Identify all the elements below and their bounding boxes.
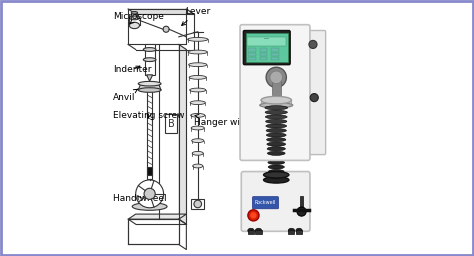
Circle shape xyxy=(297,207,306,216)
Polygon shape xyxy=(128,9,194,14)
Text: Elevating screw: Elevating screw xyxy=(113,111,184,120)
Ellipse shape xyxy=(267,142,286,146)
Ellipse shape xyxy=(288,228,295,233)
Ellipse shape xyxy=(129,22,139,29)
Ellipse shape xyxy=(192,151,203,155)
Bar xyxy=(296,230,302,234)
Circle shape xyxy=(248,210,259,221)
FancyBboxPatch shape xyxy=(253,197,279,209)
FancyBboxPatch shape xyxy=(305,30,326,155)
Polygon shape xyxy=(138,84,161,90)
Polygon shape xyxy=(128,214,186,219)
Bar xyxy=(247,37,286,46)
Ellipse shape xyxy=(265,106,288,110)
Ellipse shape xyxy=(193,164,203,168)
Polygon shape xyxy=(146,75,153,81)
Bar xyxy=(147,90,152,179)
Ellipse shape xyxy=(267,151,285,155)
Text: Lever: Lever xyxy=(182,7,210,25)
Ellipse shape xyxy=(268,169,284,174)
Circle shape xyxy=(136,180,164,208)
Ellipse shape xyxy=(191,113,205,117)
Ellipse shape xyxy=(267,138,286,142)
Bar xyxy=(300,196,303,211)
Circle shape xyxy=(250,212,257,219)
Ellipse shape xyxy=(189,63,207,67)
Bar xyxy=(145,45,155,75)
Polygon shape xyxy=(179,45,186,224)
Ellipse shape xyxy=(190,88,206,92)
Ellipse shape xyxy=(129,16,139,20)
Ellipse shape xyxy=(138,88,161,92)
Bar xyxy=(248,48,256,51)
Bar xyxy=(246,33,288,62)
Bar xyxy=(191,199,204,209)
Ellipse shape xyxy=(190,101,205,105)
Circle shape xyxy=(270,71,283,84)
Bar xyxy=(147,167,153,175)
Ellipse shape xyxy=(260,103,293,108)
Text: B: B xyxy=(168,119,174,129)
Circle shape xyxy=(194,200,201,208)
Text: Hand wheel: Hand wheel xyxy=(113,194,166,204)
Ellipse shape xyxy=(268,156,285,160)
Circle shape xyxy=(163,26,169,32)
Ellipse shape xyxy=(264,177,289,183)
Bar xyxy=(165,114,177,133)
Bar xyxy=(128,219,179,244)
Ellipse shape xyxy=(265,115,287,119)
Ellipse shape xyxy=(261,96,292,104)
Ellipse shape xyxy=(189,76,206,79)
Ellipse shape xyxy=(268,165,284,169)
Ellipse shape xyxy=(131,12,137,14)
Circle shape xyxy=(310,93,318,102)
Circle shape xyxy=(309,40,317,48)
Ellipse shape xyxy=(143,48,156,51)
Bar xyxy=(248,57,256,60)
Ellipse shape xyxy=(265,110,287,114)
Text: Microscope: Microscope xyxy=(113,12,164,24)
Ellipse shape xyxy=(143,58,156,61)
Ellipse shape xyxy=(266,133,286,137)
Ellipse shape xyxy=(296,228,302,233)
Ellipse shape xyxy=(264,172,289,178)
Bar xyxy=(271,52,279,56)
Bar xyxy=(288,230,294,234)
Bar xyxy=(260,48,267,51)
Bar xyxy=(271,48,279,51)
Circle shape xyxy=(266,67,286,88)
FancyBboxPatch shape xyxy=(243,30,290,65)
Ellipse shape xyxy=(191,139,204,143)
Bar xyxy=(261,99,292,105)
Text: Hanger with loads: Hanger with loads xyxy=(194,114,276,127)
FancyBboxPatch shape xyxy=(240,25,310,161)
Text: ---: --- xyxy=(264,36,270,41)
Bar xyxy=(272,77,281,95)
Bar xyxy=(248,230,254,234)
Text: Indenter: Indenter xyxy=(113,65,151,74)
Text: Anvil: Anvil xyxy=(113,89,138,102)
Bar xyxy=(260,52,267,56)
Ellipse shape xyxy=(138,81,161,86)
Ellipse shape xyxy=(188,50,207,54)
Ellipse shape xyxy=(266,129,286,133)
Ellipse shape xyxy=(191,126,204,130)
Ellipse shape xyxy=(255,228,262,233)
Bar xyxy=(271,57,279,60)
Ellipse shape xyxy=(269,174,284,178)
Bar xyxy=(260,57,267,60)
Ellipse shape xyxy=(268,161,284,164)
Ellipse shape xyxy=(132,203,167,210)
Ellipse shape xyxy=(188,37,208,41)
Ellipse shape xyxy=(266,124,287,128)
Bar xyxy=(248,52,256,56)
Text: Rockwell: Rockwell xyxy=(255,200,276,205)
Ellipse shape xyxy=(248,228,254,233)
Ellipse shape xyxy=(267,147,285,151)
Ellipse shape xyxy=(265,119,287,123)
FancyBboxPatch shape xyxy=(241,172,310,231)
Bar xyxy=(255,230,262,234)
Circle shape xyxy=(144,188,155,199)
Polygon shape xyxy=(128,219,186,224)
